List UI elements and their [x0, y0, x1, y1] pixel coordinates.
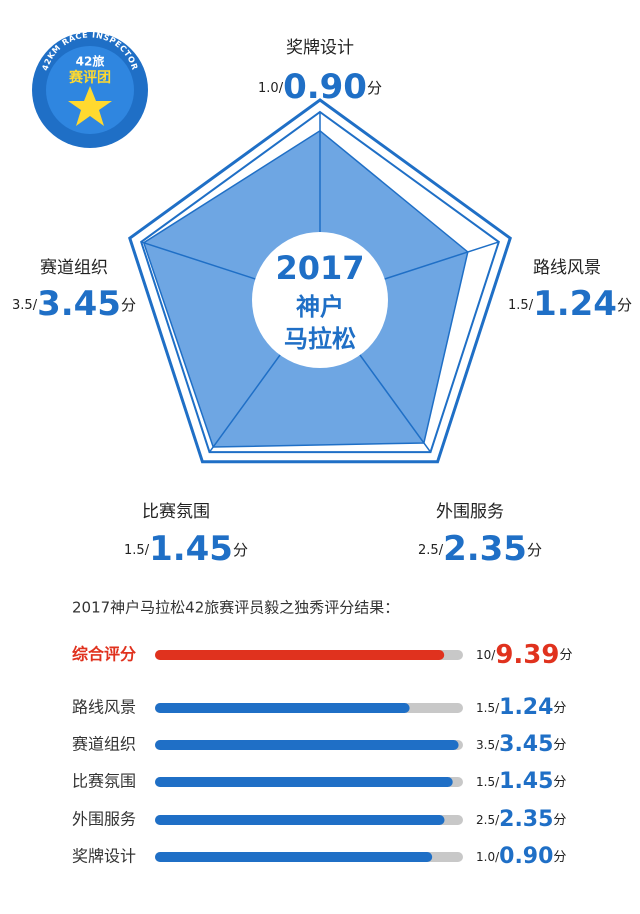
score-max: 1.5 — [476, 775, 495, 789]
score-value: 0.90 — [283, 67, 367, 107]
score-value: 1.24 — [533, 284, 617, 324]
bar-label: 综合评分 — [72, 645, 136, 664]
score-separator: / — [439, 543, 444, 558]
score-value: 9.39 — [495, 640, 559, 670]
score-unit: 分 — [553, 775, 566, 790]
score: 3.5/3.45分 — [476, 732, 566, 757]
score-separator: / — [145, 543, 150, 558]
score-unit: 分 — [553, 701, 566, 716]
score-separator: / — [495, 738, 500, 752]
score: 2.5/2.35分 — [418, 529, 542, 569]
axis-label: 赛道组织 — [40, 257, 108, 278]
score-max: 1.5 — [508, 298, 529, 313]
bar — [155, 852, 433, 862]
score-value: 2.35 — [499, 807, 553, 832]
bar — [155, 777, 453, 787]
score-unit: 分 — [553, 850, 566, 865]
score: 2.5/2.35分 — [476, 807, 566, 832]
score-value: 1.45 — [499, 769, 553, 794]
score: 1.5/1.24分 — [476, 695, 566, 720]
axis-label: 外围服务 — [436, 502, 504, 522]
bar — [155, 650, 445, 660]
score: 10/9.39分 — [476, 640, 573, 670]
bar-label: 赛道组织 — [72, 735, 136, 754]
score-unit: 分 — [367, 79, 382, 97]
radar-frame-inner — [140, 110, 500, 454]
score-unit: 分 — [121, 296, 136, 314]
score-value: 0.90 — [499, 844, 553, 869]
logo: 42KM RACE INSPECTOR 42旅 赛评团 — [32, 30, 148, 148]
score-value: 1.24 — [499, 695, 553, 720]
bar-title: 2017神户马拉松42旅赛评员毅之独秀评分结果： — [72, 599, 399, 617]
score-unit: 分 — [559, 648, 572, 663]
score: 1.0/0.90分 — [476, 844, 566, 869]
logo-star — [68, 86, 112, 126]
center-disc — [252, 232, 388, 368]
score-unit: 分 — [617, 296, 632, 314]
score-separator: / — [495, 813, 500, 827]
score-unit: 分 — [553, 813, 566, 828]
score: 1.5/1.24分 — [508, 284, 632, 324]
axis-label: 奖牌设计 — [286, 38, 354, 58]
score-max: 3.5 — [12, 298, 33, 313]
score-value: 3.45 — [37, 284, 121, 324]
score: 1.5/1.45分 — [124, 529, 248, 569]
score-unit: 分 — [553, 738, 566, 753]
score-value: 3.45 — [499, 732, 553, 757]
score-unit: 分 — [233, 541, 248, 559]
bar — [155, 740, 459, 750]
score-separator: / — [529, 298, 534, 313]
center-title: 神户 — [296, 293, 344, 321]
radar-frame-outer — [128, 98, 512, 464]
bar-label: 奖牌设计 — [72, 847, 136, 866]
bar — [155, 815, 445, 825]
score-max: 2.5 — [476, 813, 495, 827]
bar — [155, 703, 410, 713]
score-separator: / — [495, 775, 500, 789]
score-max: 2.5 — [418, 543, 439, 558]
bar-label: 比赛氛围 — [72, 772, 136, 791]
score-separator: / — [491, 648, 496, 662]
center-title: 2017 — [275, 249, 364, 287]
bar-label: 路线风景 — [72, 698, 136, 717]
bar-label: 外围服务 — [72, 810, 136, 829]
score-max: 1.0 — [476, 850, 495, 864]
center-title: 马拉松 — [284, 325, 356, 353]
score-max: 1.5 — [476, 701, 495, 715]
score-value: 2.35 — [443, 529, 527, 569]
score-unit: 分 — [527, 541, 542, 559]
score-max: 10 — [476, 648, 491, 662]
logo-brand: 42旅 — [76, 54, 105, 69]
axis-label: 路线风景 — [533, 258, 601, 278]
score-separator: / — [33, 298, 38, 313]
score-max: 3.5 — [476, 738, 495, 752]
score-separator: / — [495, 701, 500, 715]
score-value: 1.45 — [149, 529, 233, 569]
score-max: 1.0 — [258, 81, 279, 96]
score-separator: / — [495, 850, 500, 864]
logo-team: 赛评团 — [68, 69, 111, 86]
score: 1.5/1.45分 — [476, 769, 566, 794]
axis-label: 比赛氛围 — [142, 501, 210, 522]
score: 1.0/0.90分 — [258, 67, 382, 107]
score-max: 1.5 — [124, 543, 145, 558]
score-separator: / — [279, 81, 284, 96]
score: 3.5/3.45分 — [12, 284, 136, 324]
